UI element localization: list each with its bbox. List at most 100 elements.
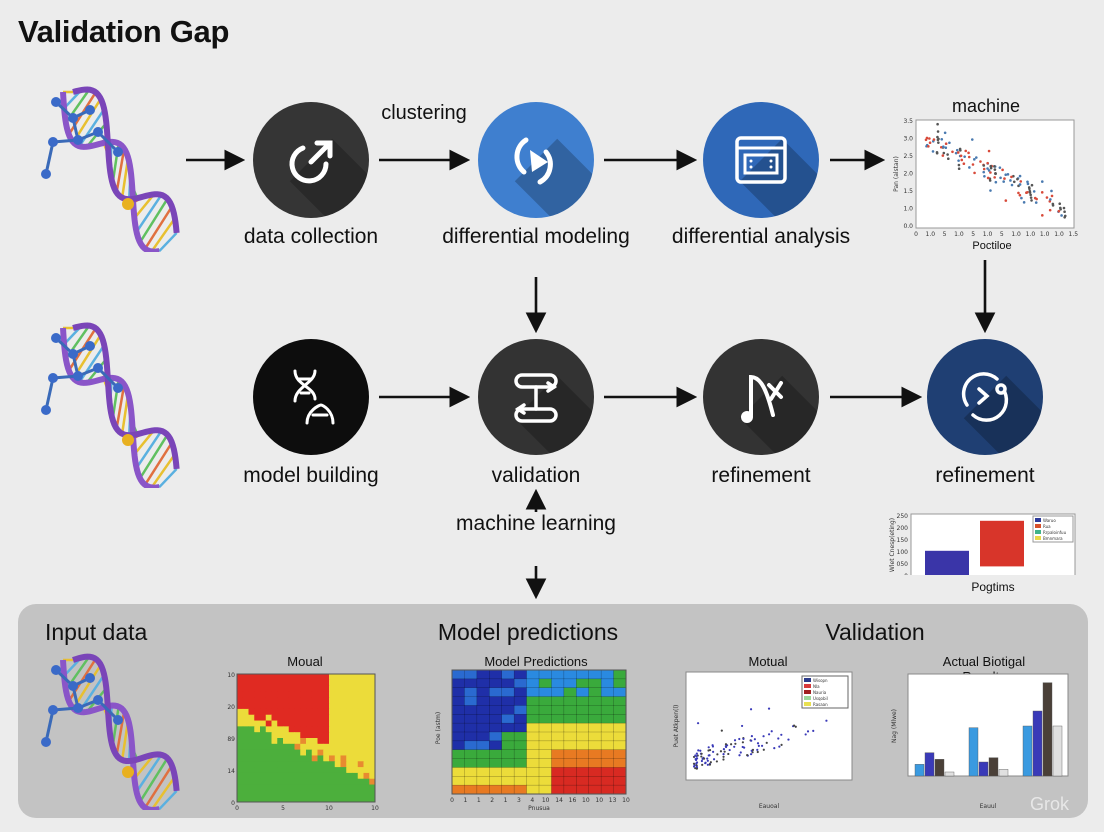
data-point (999, 176, 1002, 180)
data-point (699, 749, 702, 752)
base-pair (158, 468, 178, 488)
heatmap-cell (288, 784, 295, 791)
dna-icon (293, 369, 335, 425)
data-point (973, 171, 976, 175)
data-point (719, 750, 723, 753)
heatmap-cell (588, 731, 602, 742)
heatmap-cell (277, 738, 284, 745)
heatmap-cell (613, 705, 627, 715)
heatmap-cell (317, 790, 324, 797)
heatmap-cell (311, 772, 318, 780)
data-point (704, 761, 707, 764)
data-point (964, 149, 968, 153)
heatmap-cell (526, 758, 540, 768)
heatmap-cell (489, 705, 503, 715)
heatmap-cell (311, 732, 318, 739)
heatmap-cell (242, 720, 249, 727)
heatmap-cell (588, 740, 602, 751)
heatmap-cell (613, 669, 627, 680)
x-tick-label: 0 (450, 797, 454, 804)
data-point (695, 765, 698, 768)
heatmap-cell (369, 772, 376, 780)
data-point (1041, 214, 1044, 217)
heatmap-cell (613, 696, 627, 706)
data-point (692, 762, 696, 765)
heatmap-cell (237, 738, 244, 745)
heatmap-cell (242, 743, 249, 751)
heatmap-cell (563, 749, 577, 760)
heatmap-cell (588, 696, 602, 706)
x-tick-label: 13 (609, 797, 617, 804)
page-title: Validation Gap (18, 14, 230, 49)
data-point (1029, 196, 1033, 199)
heatmap-cell (357, 726, 364, 733)
heatmap-cell (588, 687, 602, 698)
node-data-collection[interactable] (253, 102, 369, 218)
heatmap-cell (260, 732, 267, 739)
heatmap-cell (271, 796, 278, 803)
heatmap-cell (334, 767, 341, 774)
node-differential-analysis[interactable] (703, 102, 819, 218)
node-refinement-final[interactable] (927, 339, 1043, 455)
heatmap-cell (576, 740, 590, 751)
data-point (1060, 214, 1063, 217)
heatmap-cell (306, 674, 313, 681)
heatmap-cell (588, 705, 602, 715)
heatmap-cell (237, 674, 244, 681)
heatmap-cell (464, 687, 478, 698)
data-point (986, 167, 989, 170)
node-differential-modeling[interactable] (478, 102, 594, 218)
heatmap-cell (323, 778, 330, 786)
data-point (715, 760, 718, 763)
heatmap-cell (489, 776, 503, 786)
heatmap-cell (317, 674, 324, 681)
heatmap-cell (357, 691, 364, 698)
heatmap-cell (334, 685, 341, 692)
heatmap-cell (346, 738, 353, 745)
base-pair (115, 711, 126, 756)
y-tick-label: 10 (227, 672, 235, 679)
validation-heading: Validation (825, 619, 925, 645)
data-point (770, 730, 773, 733)
heatmap-cell (363, 784, 370, 791)
heatmap-cell (513, 767, 528, 777)
bar (1022, 725, 1033, 777)
data-point (825, 719, 828, 722)
heatmap-cell (329, 738, 336, 745)
bar (934, 759, 945, 777)
heatmap-cell (513, 705, 528, 715)
heatmap-cell (323, 714, 330, 722)
base-pair (115, 148, 126, 193)
data-point (1017, 191, 1020, 195)
node-validation[interactable] (478, 339, 594, 455)
legend-label: Nauria (813, 690, 827, 695)
heatmap-cell (551, 696, 565, 706)
heatmap-cell (306, 738, 313, 745)
edge-label-clustering: clustering (381, 102, 467, 124)
heatmap-cell (538, 749, 552, 760)
heatmap-cell (277, 674, 284, 681)
data-point (756, 750, 759, 754)
heatmap-cell (334, 674, 341, 681)
heatmap-cell (352, 749, 359, 756)
heatmap-cell (538, 776, 552, 786)
heatmap-cell (613, 784, 627, 795)
heatmap-cell (451, 776, 465, 786)
heatmap-cell (329, 796, 336, 803)
heatmap-cell (283, 726, 290, 733)
heatmap-cell (306, 749, 313, 756)
heatmap-cell (369, 790, 376, 797)
heatmap-cell (300, 784, 307, 791)
heatmap-cell (329, 685, 336, 692)
node-refinement[interactable] (703, 339, 819, 455)
heatmap-cell (357, 720, 364, 727)
heatmap-cell (329, 784, 336, 791)
data-point (986, 176, 990, 180)
data-point (936, 122, 939, 126)
atom (122, 434, 134, 446)
heatmap-cell (363, 778, 370, 786)
node-model-building[interactable] (253, 339, 369, 455)
heatmap-cell (600, 705, 615, 715)
heatmap-cell (576, 758, 590, 768)
heatmap-cell (242, 772, 249, 780)
